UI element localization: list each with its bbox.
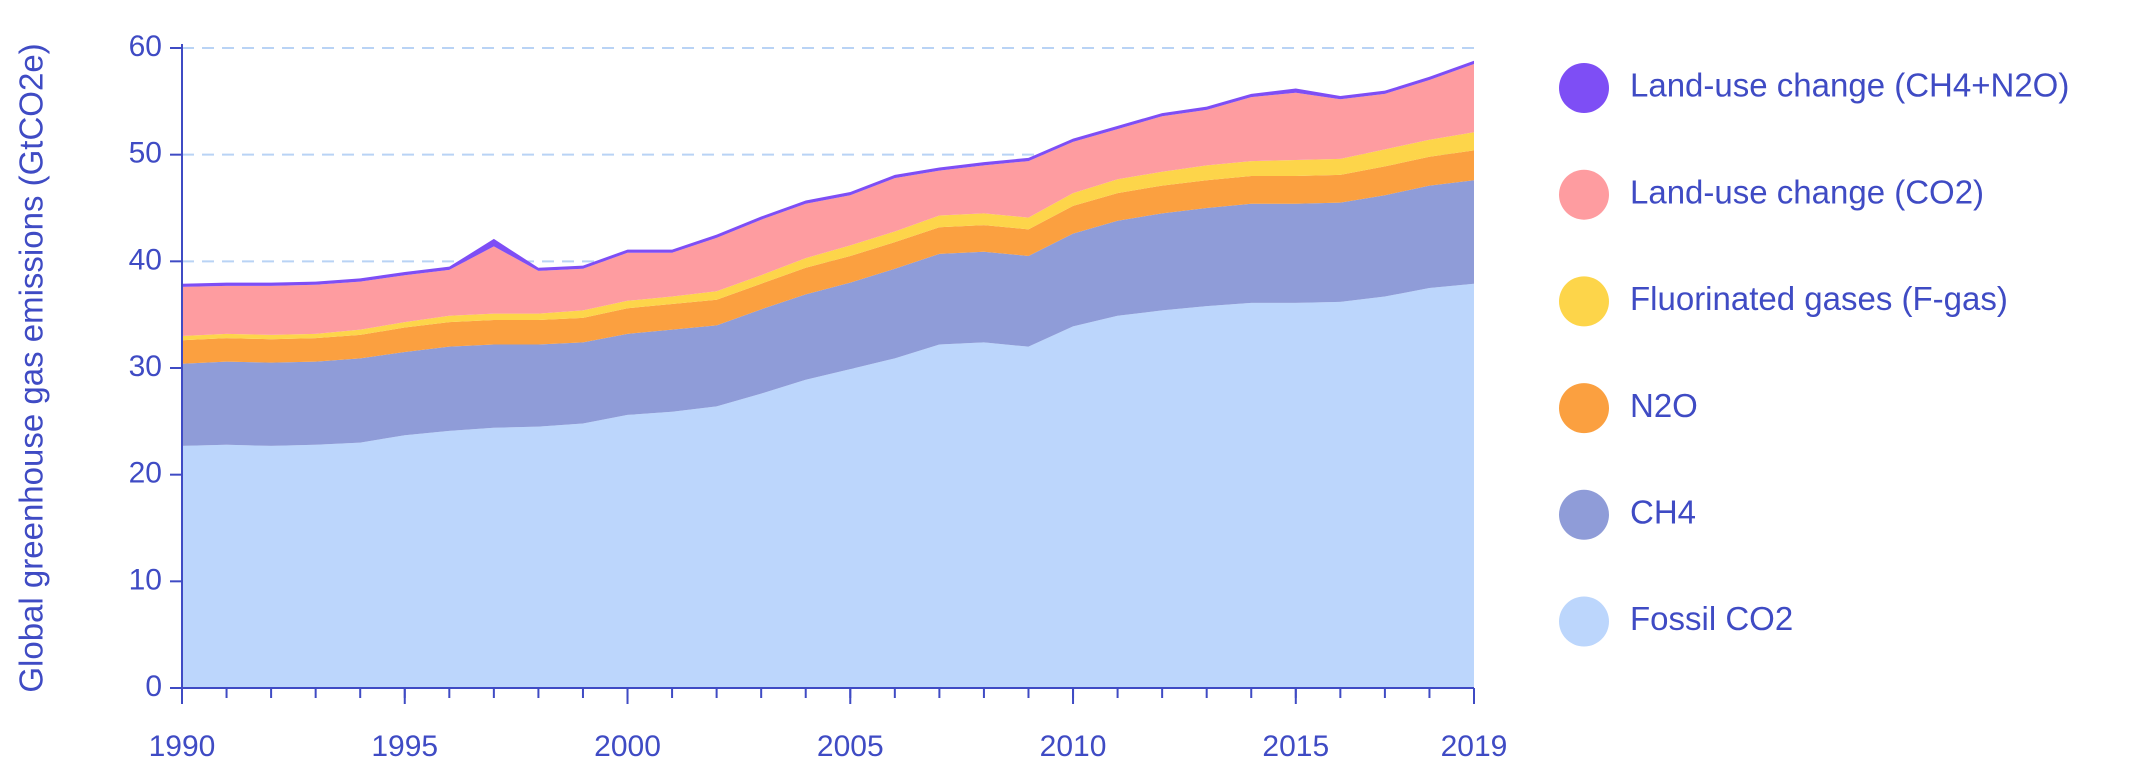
area bbox=[182, 283, 1474, 688]
legend-label: N2O bbox=[1630, 387, 1698, 424]
y-tick-label: 60 bbox=[129, 30, 162, 63]
legend-swatch bbox=[1559, 596, 1609, 647]
y-tick-label: 20 bbox=[129, 457, 162, 490]
y-tick-label: 40 bbox=[129, 243, 162, 276]
legend-label: Land-use change (CO2) bbox=[1630, 173, 1984, 210]
legend-label: Land-use change (CH4+N2O) bbox=[1630, 67, 2069, 104]
x-tick-label: 2005 bbox=[817, 730, 884, 763]
legend-swatch bbox=[1559, 383, 1609, 434]
y-tick-label: 50 bbox=[129, 137, 162, 170]
x-tick-label: 2000 bbox=[594, 730, 661, 763]
area bbox=[182, 60, 1474, 287]
area bbox=[182, 150, 1474, 364]
area bbox=[182, 64, 1474, 336]
area bbox=[182, 180, 1474, 446]
y-tick-label: 10 bbox=[129, 563, 162, 596]
legend-swatch bbox=[1559, 63, 1609, 113]
x-tick-label: 1995 bbox=[371, 730, 438, 763]
legend-swatch bbox=[1559, 489, 1609, 540]
y-tick-label: 0 bbox=[145, 670, 162, 703]
legend-label: CH4 bbox=[1630, 494, 1696, 531]
legend-label: Fluorinated gases (F-gas) bbox=[1630, 280, 2008, 317]
area bbox=[182, 132, 1474, 341]
y-axis-label: Global greenhouse gas emissions (GtCO2e) bbox=[13, 43, 50, 692]
legend-label: Fossil CO2 bbox=[1630, 600, 1793, 637]
x-tick-label: 2019 bbox=[1441, 730, 1508, 763]
x-tick-label: 2010 bbox=[1040, 730, 1107, 763]
x-tick-label: 1990 bbox=[149, 730, 216, 763]
x-tick-label: 2015 bbox=[1262, 730, 1329, 763]
legend-swatch bbox=[1559, 276, 1609, 327]
y-tick-label: 30 bbox=[129, 350, 162, 383]
legend-swatch bbox=[1559, 169, 1609, 220]
